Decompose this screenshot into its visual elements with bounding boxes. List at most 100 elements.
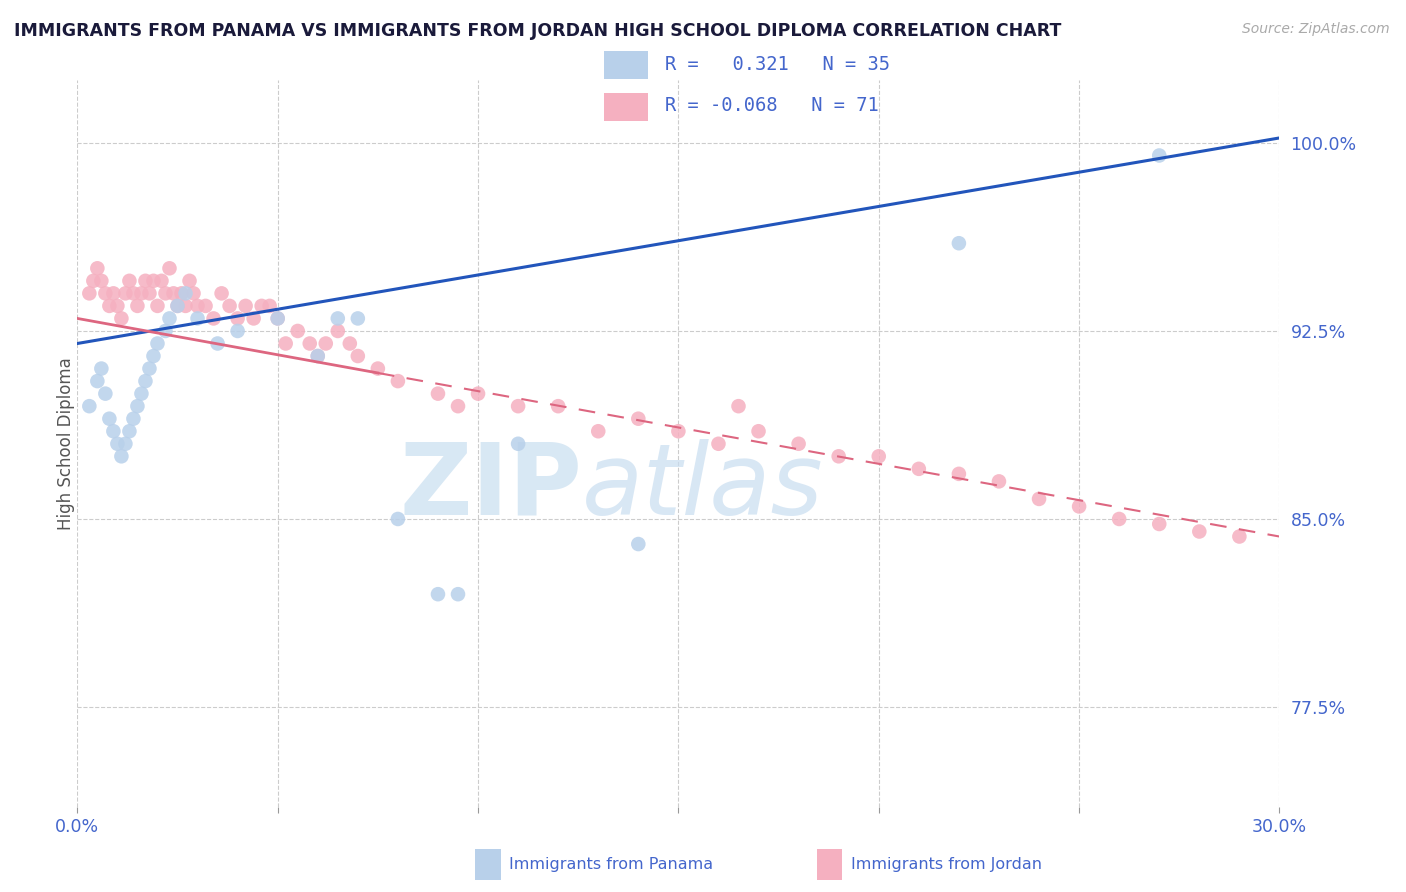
Point: [138, 361, 160, 376]
Point: [122, 286, 145, 301]
Point: [259, 299, 281, 313]
Point: [347, 311, 370, 326]
Point: [118, 274, 141, 288]
Point: [347, 349, 370, 363]
Point: [186, 299, 209, 313]
Point: [627, 537, 650, 551]
Point: [447, 399, 470, 413]
Point: [427, 386, 450, 401]
Point: [315, 336, 337, 351]
Point: [207, 336, 229, 351]
Point: [547, 399, 569, 413]
Point: [1149, 148, 1171, 162]
Point: [79, 399, 101, 413]
Point: [94, 286, 117, 301]
Point: [1069, 500, 1091, 514]
Point: [142, 349, 165, 363]
Point: [194, 299, 217, 313]
Point: [226, 324, 249, 338]
Point: [134, 374, 156, 388]
Point: [98, 299, 121, 313]
Point: [727, 399, 749, 413]
Point: [127, 299, 149, 313]
Point: [447, 587, 470, 601]
Point: [787, 436, 810, 450]
Text: ZIP: ZIP: [399, 439, 582, 536]
Point: [1229, 529, 1251, 543]
Point: [114, 436, 136, 450]
Point: [828, 450, 851, 464]
Bar: [603, 93, 648, 120]
Point: [162, 286, 184, 301]
Point: [122, 411, 145, 425]
Point: [107, 436, 129, 450]
Point: [508, 436, 530, 450]
Point: [1149, 516, 1171, 531]
Point: [226, 311, 249, 326]
Point: [155, 324, 177, 338]
Point: [131, 386, 153, 401]
Point: [134, 274, 156, 288]
Point: [242, 311, 264, 326]
Point: [1188, 524, 1211, 539]
Text: atlas: atlas: [582, 439, 824, 536]
Point: [98, 411, 121, 425]
Text: IMMIGRANTS FROM PANAMA VS IMMIGRANTS FROM JORDAN HIGH SCHOOL DIPLOMA CORRELATION: IMMIGRANTS FROM PANAMA VS IMMIGRANTS FRO…: [14, 22, 1062, 40]
Point: [127, 399, 149, 413]
Point: [186, 311, 209, 326]
Text: R = -0.068   N = 71: R = -0.068 N = 71: [665, 95, 879, 115]
Point: [668, 424, 690, 438]
Point: [948, 236, 970, 251]
Bar: [603, 51, 648, 78]
Text: Immigrants from Jordan: Immigrants from Jordan: [851, 857, 1042, 871]
Point: [159, 261, 181, 276]
Point: [508, 399, 530, 413]
Point: [287, 324, 309, 338]
Point: [114, 286, 136, 301]
Point: [138, 286, 160, 301]
Point: [174, 286, 197, 301]
Point: [211, 286, 233, 301]
Point: [142, 274, 165, 288]
Point: [174, 299, 197, 313]
Point: [166, 299, 188, 313]
Point: [170, 286, 193, 301]
Point: [235, 299, 257, 313]
Point: [179, 274, 201, 288]
Point: [588, 424, 610, 438]
Point: [79, 286, 101, 301]
Point: [110, 450, 132, 464]
Point: [110, 311, 132, 326]
Point: [326, 311, 349, 326]
Point: [90, 361, 112, 376]
Point: [748, 424, 770, 438]
Point: [339, 336, 361, 351]
Point: [155, 286, 177, 301]
Point: [298, 336, 321, 351]
Point: [86, 374, 108, 388]
Point: [326, 324, 349, 338]
Point: [150, 274, 173, 288]
Text: R =   0.321   N = 35: R = 0.321 N = 35: [665, 54, 890, 74]
Point: [307, 349, 329, 363]
Point: [868, 450, 890, 464]
Point: [90, 274, 112, 288]
Point: [103, 286, 125, 301]
Point: [627, 411, 650, 425]
Point: [948, 467, 970, 481]
Point: [467, 386, 489, 401]
Point: [202, 311, 225, 326]
Point: [427, 587, 450, 601]
Point: [146, 336, 169, 351]
Point: [908, 462, 931, 476]
Point: [1108, 512, 1130, 526]
Point: [159, 311, 181, 326]
Point: [131, 286, 153, 301]
Point: [218, 299, 240, 313]
Point: [367, 361, 389, 376]
Point: [103, 424, 125, 438]
Point: [307, 349, 329, 363]
Point: [250, 299, 273, 313]
Point: [707, 436, 730, 450]
Point: [146, 299, 169, 313]
